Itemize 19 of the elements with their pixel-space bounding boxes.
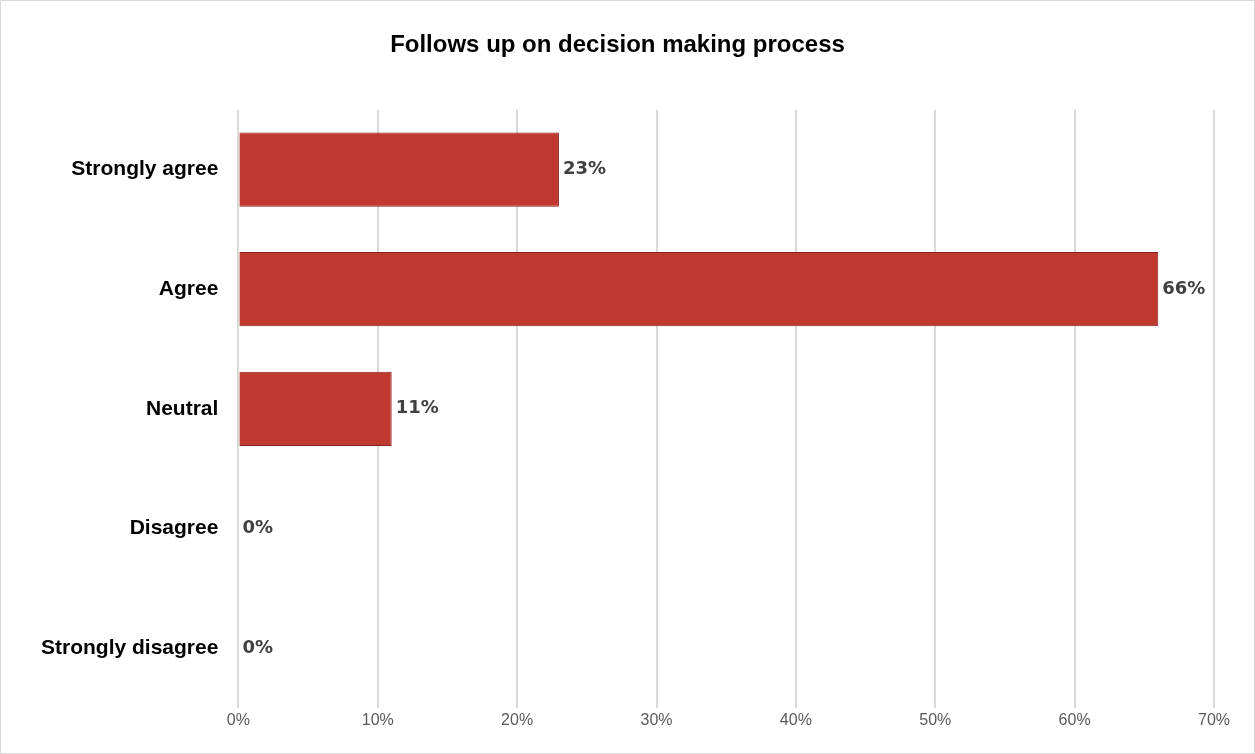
x-tick-label: 30% <box>640 710 673 728</box>
y-tick-label: Disagree <box>129 515 219 539</box>
data-label: 0% <box>242 635 273 657</box>
x-tick-label: 20% <box>501 710 534 728</box>
x-tick-label: 0% <box>226 710 250 728</box>
x-tick-label: 60% <box>1058 710 1091 728</box>
y-tick-label: Strongly agree <box>71 156 219 180</box>
y-tick-label: Strongly disagree <box>40 634 219 658</box>
x-tick-label: 10% <box>361 710 394 728</box>
data-label: 0% <box>242 516 273 538</box>
chart-title: Follows up on decision making process <box>390 30 845 58</box>
data-label: 66% <box>1162 276 1206 298</box>
x-tick-label: 40% <box>779 710 812 728</box>
data-label: 11% <box>395 396 439 418</box>
data-label: 23% <box>562 157 607 179</box>
y-tick-label: Agree <box>158 276 219 299</box>
x-tick-label: 70% <box>1197 710 1231 728</box>
y-tick-label: Neutral <box>146 395 219 419</box>
x-tick-label: 50% <box>919 710 952 728</box>
